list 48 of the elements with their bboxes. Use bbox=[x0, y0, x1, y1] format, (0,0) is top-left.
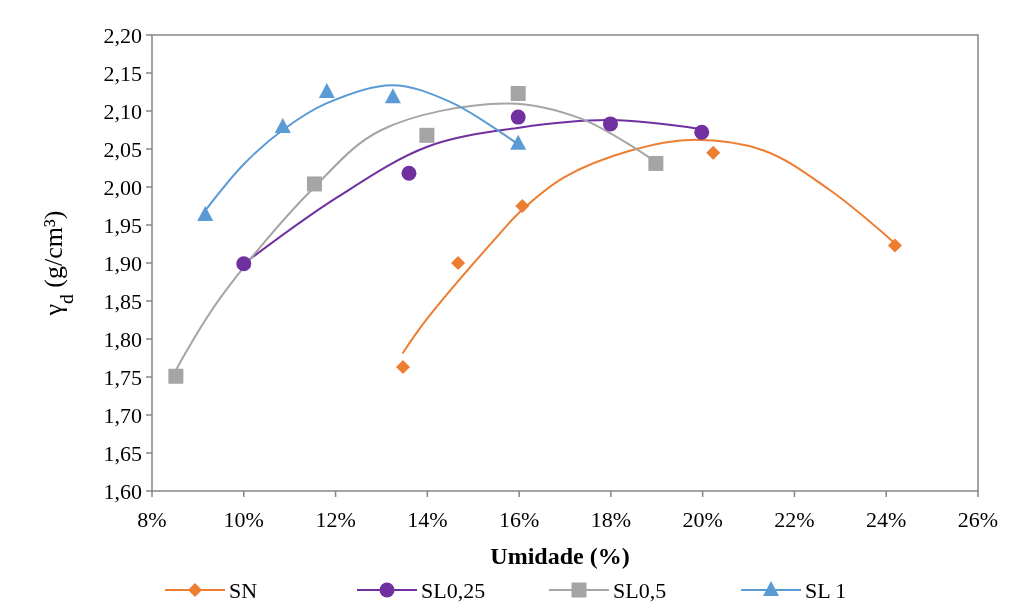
point bbox=[306, 176, 322, 192]
x-tick-label: 12% bbox=[315, 507, 356, 532]
point bbox=[318, 83, 335, 98]
y-tick-label: 2,05 bbox=[103, 136, 142, 162]
legend-label: SL 1 bbox=[805, 577, 847, 603]
y-tick-label: 1,80 bbox=[103, 326, 142, 352]
point bbox=[401, 165, 417, 181]
point bbox=[396, 360, 411, 375]
point bbox=[706, 145, 721, 160]
y-tick-label: 1,90 bbox=[103, 250, 142, 276]
point bbox=[887, 238, 902, 253]
point bbox=[197, 206, 214, 222]
x-tick-label: 22% bbox=[774, 507, 815, 532]
x-tick-label: 26% bbox=[957, 507, 999, 532]
legend-label: SL0,25 bbox=[421, 577, 486, 603]
y-tick-label: 2,10 bbox=[103, 98, 142, 124]
x-tick-label: 16% bbox=[498, 507, 540, 532]
point bbox=[510, 109, 526, 125]
point bbox=[648, 155, 664, 171]
legend-label: SN bbox=[229, 577, 258, 603]
y-tick-label: 1,70 bbox=[103, 402, 142, 428]
x-tick-label: 24% bbox=[866, 507, 907, 532]
point bbox=[451, 256, 466, 270]
y-tick-label: 2,20 bbox=[103, 22, 142, 48]
point bbox=[515, 199, 530, 213]
x-tick-label: 14% bbox=[407, 507, 448, 532]
point bbox=[236, 256, 252, 272]
x-tick-label: 20% bbox=[682, 507, 723, 532]
x-tick-label: 8% bbox=[137, 507, 167, 532]
x-tick-label: 10% bbox=[223, 507, 264, 532]
legend-label: SL0,5 bbox=[613, 577, 667, 603]
point bbox=[274, 117, 291, 133]
point bbox=[694, 124, 710, 140]
point bbox=[602, 116, 618, 132]
y-tick-label: 1,95 bbox=[103, 212, 142, 238]
point bbox=[510, 134, 527, 150]
y-tick-label: 1,65 bbox=[103, 440, 142, 466]
point bbox=[510, 86, 526, 102]
y-tick-label: 2,15 bbox=[103, 60, 142, 86]
y-tick-label: 1,60 bbox=[103, 478, 142, 504]
y-tick-label: 1,75 bbox=[103, 364, 142, 390]
y-tick-label: 1,85 bbox=[103, 288, 142, 314]
x-axis-title: Umidade (%) bbox=[490, 543, 630, 569]
x-tick-label: 18% bbox=[590, 507, 632, 532]
y-tick-label: 2,00 bbox=[103, 174, 142, 200]
point bbox=[384, 88, 401, 104]
point bbox=[168, 368, 184, 384]
point bbox=[419, 127, 435, 143]
